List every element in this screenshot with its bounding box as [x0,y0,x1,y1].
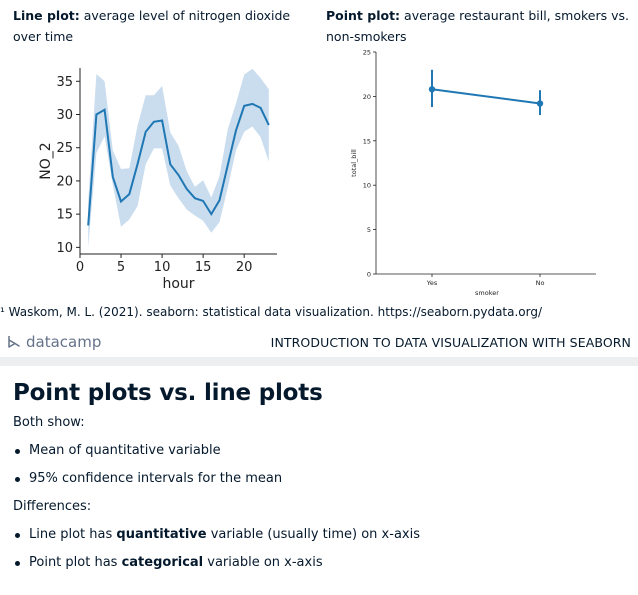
y-tick-label: 30 [56,108,73,123]
both-show-list: Mean of quantitative variable 95% confid… [13,442,633,488]
slide-title: Point plots vs. line plots [13,380,323,406]
confidence-band [88,68,269,248]
footnote: ¹ Waskom, M. L. (2021). seaborn: statist… [0,305,543,319]
x-tick-label: 10 [154,260,171,275]
x-tick-label: 15 [195,260,212,275]
y-tick-label: 20 [56,174,73,189]
line-plot-caption-bold: Line plot: [13,8,80,23]
datacamp-logo-text: datacamp [26,333,102,351]
mean-line [87,102,270,226]
y-tick-label: 10 [56,241,73,256]
list-item: Mean of quantitative variable [13,442,633,460]
point-plot-chart: 0 5 10 15 20 25 Yes No smoker total_bill [350,49,596,297]
y-tick-label: 25 [56,141,73,156]
x-tick-label: Yes [426,279,438,287]
differences-label: Differences: [13,499,92,514]
y-tick-label: 25 [363,49,371,57]
both-show-label: Both show: [13,415,85,430]
x-tick-label: 0 [76,260,84,275]
x-tick-label: 5 [117,260,125,275]
x-axis-label: hour [162,276,194,292]
y-axis-label: NO_2 [38,142,54,179]
datacamp-logo: datacamp [6,333,101,351]
list-item-text: Point plot has [29,555,122,570]
point-connector-line [431,88,541,105]
y-tick-label: 10 [363,182,371,190]
list-item-emphasis: categorical [121,555,204,570]
list-item-text: variable on x-axis [203,555,323,570]
y-axis-label: total_bill [350,149,358,177]
list-item: Point plot has categorical variable on x… [13,554,633,572]
line-plot-caption: Line plot: average level of nitrogen dio… [13,5,303,47]
y-tick-label: 15 [56,208,73,223]
line-plot-caption-text: average level of nitrogen dioxide over t… [13,8,291,44]
y-tick-label: 15 [363,137,371,145]
y-tick-label: 35 [56,75,73,90]
y-tick-label: 5 [367,226,371,234]
x-tick-label: No [536,279,545,287]
x-tick-label: 20 [236,260,253,275]
point-marker [428,86,436,93]
y-tick-label: 0 [367,271,371,279]
point-plot-caption-bold: Point plot: [326,8,401,23]
slide-separator [0,357,638,366]
point-marker [536,100,544,107]
list-item: 95% confidence intervals for the mean [13,470,633,488]
y-tick-label: 20 [363,93,371,101]
slide-content: Point plots vs. line plots Both show: Me… [13,380,633,582]
brand-bar: datacamp INTRODUCTION TO DATA VISUALIZAT… [0,330,638,356]
point-plot-caption: Point plot: average restaurant bill, smo… [326,5,636,47]
list-item-text: variable (usually time) on x-axis [206,527,420,542]
list-item-emphasis: quantitative [116,527,207,542]
datacamp-logo-icon [8,336,20,348]
differences-list: Line plot has quantitative variable (usu… [13,526,633,572]
list-item: Line plot has quantitative variable (usu… [13,526,633,544]
line-plot-chart: 10 15 20 25 30 35 0 5 10 15 20 hour NO_2 [38,68,277,292]
point-plot-caption-text: average restaurant bill, smokers vs. non… [326,8,629,44]
list-item-text: Line plot has [29,527,117,542]
x-axis-label: smoker [475,289,499,297]
course-title: INTRODUCTION TO DATA VISUALIZATION WITH … [270,335,631,350]
